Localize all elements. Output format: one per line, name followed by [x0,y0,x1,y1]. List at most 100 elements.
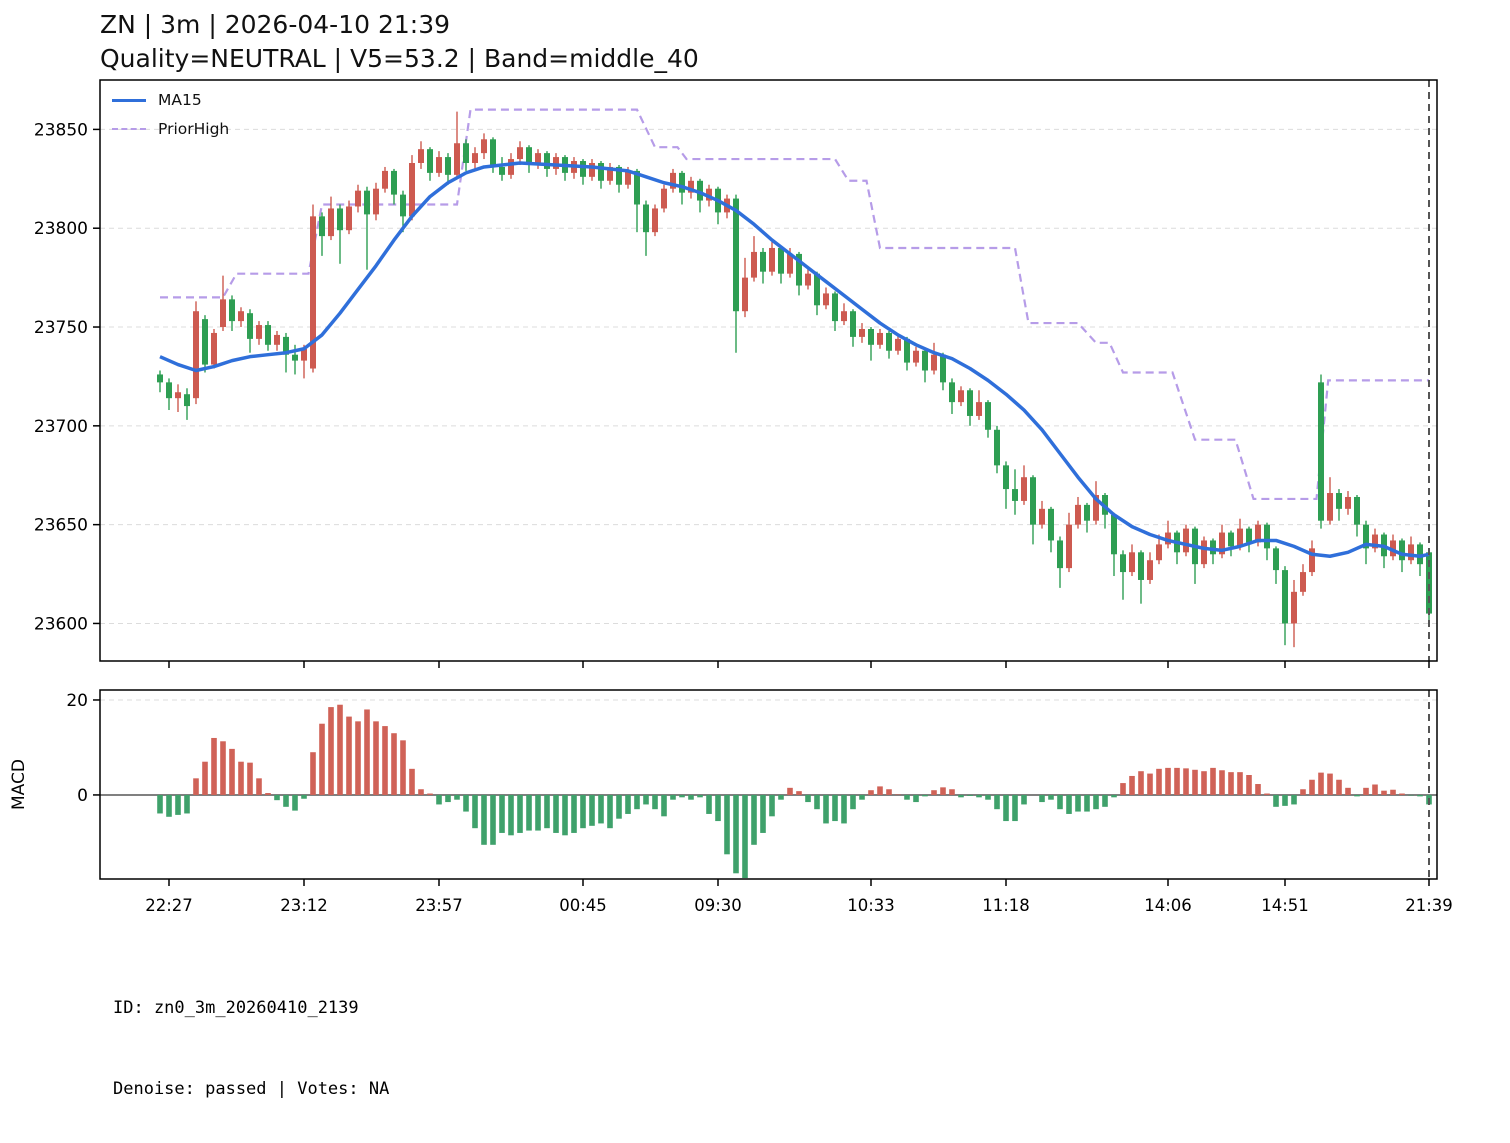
macd-bar [526,794,532,831]
macd-bar [1372,784,1378,795]
macd-bar [1021,794,1027,805]
candle-body [895,338,901,351]
candle-body [454,143,460,175]
macd-bar [625,794,631,814]
macd-bar [1084,794,1090,812]
candle-body [382,170,388,189]
price-tick-label: 23850 [34,120,88,140]
candle-body [472,153,478,163]
macd-bar [1210,767,1216,795]
candle-body [535,153,541,165]
candle-body [652,208,658,233]
candle-body [751,251,757,278]
macd-bar [1318,772,1324,795]
candle-body [544,153,550,169]
candle-body [310,216,316,369]
candle-body [994,429,1000,466]
candle-body [1156,544,1162,561]
macd-layer [100,704,1437,879]
candle-body [1093,495,1099,521]
candle-body [202,319,208,365]
candle-body [958,390,964,403]
macd-bar [211,737,217,795]
candle-body [445,157,451,175]
macd-bar [1300,789,1306,795]
macd-bar [427,793,433,795]
macd-bar [274,794,280,801]
candle-body [265,325,271,345]
macd-bar [553,794,559,833]
macd-bar [364,709,370,795]
macd-bar [760,794,766,833]
macd-bar [634,794,640,810]
macd-bar [382,726,388,795]
macd-bar [1057,794,1063,810]
macd-bar [391,733,397,795]
candle-body [526,147,532,165]
candle-body [598,163,604,181]
candle-body [1354,496,1360,525]
macd-bar [355,721,361,795]
candle-body [400,194,406,217]
x-tick-label: 23:57 [415,896,463,915]
macd-bar [1219,770,1225,795]
candle-body [814,273,820,306]
macd-bar [958,794,964,798]
macd-bar [247,762,253,795]
candle-body [364,190,370,215]
price-macd-plot: 23600 23650 23700 23750 23800 23850 0 20 MACD 22:… [9,79,1453,915]
candle-body [679,172,685,193]
macd-bar [1363,787,1369,795]
macd-bar [1264,793,1270,795]
ma15-line [159,161,1430,559]
macd-bar [967,794,973,796]
macd-bar [589,794,595,826]
macd-bar [1003,794,1009,822]
macd-bar [940,787,946,795]
candles-layer [157,111,1432,648]
candle-body [301,348,307,361]
x-tick-label: 14:51 [1261,896,1309,915]
candle-body [670,172,676,189]
macd-bar [1138,771,1144,795]
macd-bar [1228,772,1234,795]
candle-body [553,157,559,169]
macd-bar [904,794,910,800]
candle-body [877,332,883,345]
prior-high-line-swatch [112,128,146,130]
candle-body [1372,534,1378,549]
macd-bar [400,740,406,795]
macd-bar [751,794,757,845]
chart-title-line1: ZN | 3m | 2026-04-10 21:39 [100,10,450,39]
macd-bar [463,794,469,812]
candle-body [319,216,325,237]
x-tick-label: 22:27 [145,896,193,915]
macd-bar [661,794,667,817]
candle-body [1048,508,1054,541]
macd-bar [607,794,613,829]
candle-body [733,198,739,312]
macd-bar [742,794,748,879]
candle-body [1003,465,1009,490]
chart-title-line2: Quality=NEUTRAL | V5=53.2 | Band=middle_… [100,44,699,73]
candle-body [985,402,991,430]
macd-bar [535,794,541,831]
price-tick-label: 23750 [34,318,88,338]
macd-bar [922,794,928,797]
macd-bar [859,794,865,800]
macd-bar [1165,767,1171,795]
candle-body [697,180,703,201]
macd-bar [1282,794,1288,806]
price-y-axis: 23600 23650 23700 23750 23800 23850 [34,120,100,634]
macd-bar [328,707,334,795]
macd-bar [1417,794,1423,797]
candle-body [580,161,586,177]
macd-bar [202,761,208,795]
macd-bar [616,794,622,819]
candle-body [1390,540,1396,557]
candle-body [1345,496,1351,509]
macd-bar [778,794,784,800]
macd-bar [238,761,244,795]
macd-bar [193,778,199,795]
